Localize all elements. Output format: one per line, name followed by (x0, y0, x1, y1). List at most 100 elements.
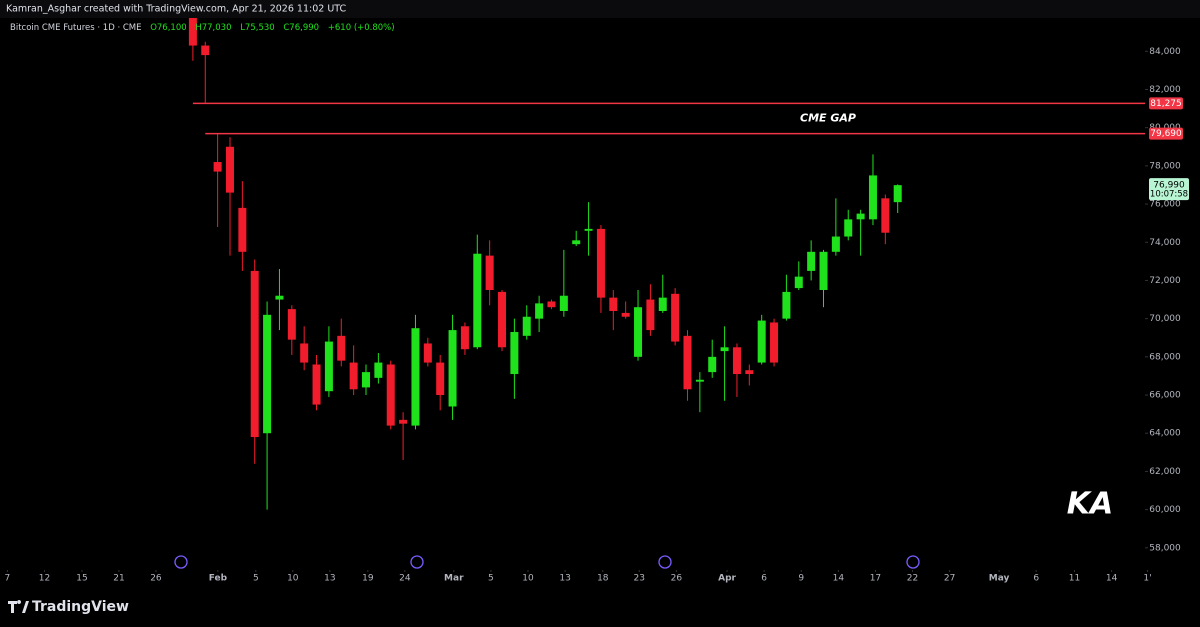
candle-body (238, 207, 247, 252)
x-tick-label: 13 (559, 574, 570, 584)
x-tick-label: 15 (76, 574, 87, 584)
event-icon[interactable] (410, 555, 424, 569)
y-tick-label: 58,000 (1149, 543, 1181, 553)
event-icon[interactable] (658, 555, 672, 569)
y-tick-label: 70,000 (1149, 314, 1181, 324)
candle-body (584, 228, 593, 231)
candle-body (201, 45, 210, 56)
candle-body (498, 291, 507, 348)
x-tick-label: 7 (5, 574, 11, 584)
x-tick-label: Apr (718, 574, 736, 584)
candle-body (671, 293, 680, 342)
x-tick-label: 10 (522, 574, 534, 584)
y-tick-label: 76,000 (1149, 200, 1181, 210)
candle-body (275, 295, 284, 300)
candle-body (287, 309, 296, 340)
brand: TradingView (32, 599, 129, 615)
candle-body (349, 362, 358, 390)
candle-body (720, 347, 729, 352)
candle-body (448, 330, 457, 407)
y-tick-label: 72,000 (1149, 276, 1181, 286)
y-tick-label: 68,000 (1149, 352, 1181, 362)
annotation: CME GAP (800, 111, 856, 124)
event-icons (174, 555, 920, 569)
x-tick-label: 6 (1033, 574, 1039, 584)
level-label: 79,690 (1150, 129, 1182, 139)
candle-body (609, 297, 618, 312)
event-icon[interactable] (906, 555, 920, 569)
candle-body (225, 146, 234, 193)
candle-body (794, 276, 803, 289)
candle-body (708, 356, 717, 373)
x-tick-label: 1' (1143, 574, 1151, 584)
close: C76,990 (283, 23, 319, 33)
candle-body (658, 297, 667, 312)
candle-body (399, 419, 408, 424)
candle-body (683, 335, 692, 390)
y-tick-label: 84,000 (1149, 47, 1181, 57)
candle-body (807, 251, 816, 271)
candle-body (856, 213, 865, 220)
x-tick-label: 22 (907, 574, 918, 584)
candle-body (263, 314, 272, 434)
author-line: Kamran_Asghar created with TradingView.c… (6, 4, 347, 15)
candle-body (535, 303, 544, 319)
symbol: Bitcoin CME Futures · 1D · CME (10, 23, 142, 33)
x-tick-label: 19 (362, 574, 374, 584)
candle-body (621, 312, 630, 317)
x-tick-label: 12 (39, 574, 50, 584)
candle-body (374, 362, 383, 378)
x-tick-label: 24 (399, 574, 411, 584)
level-label-bg (1149, 127, 1183, 140)
x-tick-label: 26 (671, 574, 683, 584)
candle-body (312, 364, 321, 405)
candle-body (819, 251, 828, 290)
candle-body (485, 255, 494, 290)
candle-body (634, 307, 643, 357)
x-tick-label: 14 (833, 574, 845, 584)
candle-body (596, 228, 605, 298)
plot-area (188, 15, 902, 510)
candle-body (337, 335, 346, 361)
candle-body (510, 332, 519, 375)
last-price-label: 76,990 (1153, 181, 1185, 191)
low: L75,530 (240, 23, 274, 33)
candle-body (695, 379, 704, 382)
candle-body (213, 162, 222, 172)
candle-body (881, 198, 890, 233)
x-tick-label: 5 (253, 574, 259, 584)
candle-body (646, 299, 655, 331)
x-tick-label: 6 (761, 574, 767, 584)
y-tick-label: 64,000 (1149, 429, 1181, 439)
x-tick-label: 10 (287, 574, 299, 584)
x-tick-label: 18 (597, 574, 609, 584)
symbol-line: Bitcoin CME Futures · 1D · CME O76,100 H… (10, 23, 395, 33)
candle-body (732, 347, 741, 375)
candle-body (782, 291, 791, 319)
candle-body (423, 343, 432, 363)
x-tick-label: 17 (870, 574, 881, 584)
candle-body (547, 301, 556, 308)
x-tick-label: 11 (1069, 574, 1080, 584)
level-label-bg (1149, 97, 1183, 110)
y-tick-label: 78,000 (1149, 161, 1181, 171)
event-icon[interactable] (174, 555, 188, 569)
x-tick-label: 26 (150, 574, 162, 584)
x-tick-label: Feb (209, 574, 228, 584)
x-tick-label: 9 (798, 574, 804, 584)
x-tick-label: 13 (324, 574, 335, 584)
watermark: KA (1067, 487, 1113, 522)
x-tick-label: 27 (944, 574, 955, 584)
top-bar (0, 0, 1200, 18)
candle-body (831, 236, 840, 252)
candle-body (300, 343, 309, 363)
candle-body (362, 372, 371, 388)
countdown: 10:07:58 (1150, 190, 1188, 200)
candle-body (411, 328, 420, 426)
candle-body (868, 175, 877, 220)
y-tick-label: 74,000 (1149, 238, 1181, 248)
level-label: 81,275 (1150, 99, 1182, 109)
open: O76,100 (150, 23, 186, 33)
